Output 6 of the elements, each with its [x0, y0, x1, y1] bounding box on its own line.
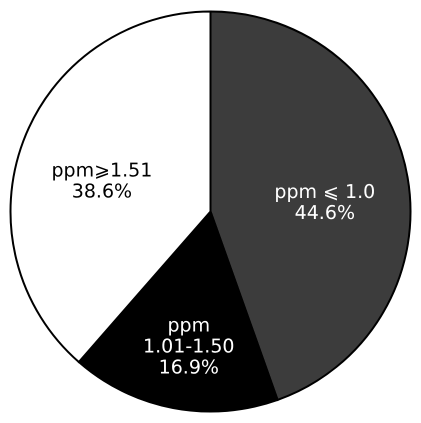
data-label: 16.9% [158, 356, 219, 378]
slice-label: ppm⩾1.51 [51, 160, 152, 182]
data-label: 38.6% [72, 180, 132, 203]
slice-label: ppm 1.01-1.50 [143, 314, 235, 358]
data-label: 44.6% [294, 202, 355, 224]
slice-label: ppm ⩽ 1.0 [274, 180, 376, 203]
